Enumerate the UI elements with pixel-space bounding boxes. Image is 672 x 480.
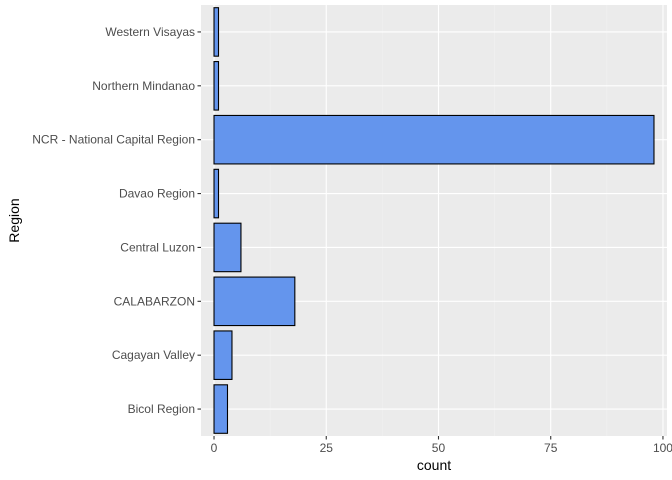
x-tick-label: 100 <box>653 441 672 455</box>
x-tick-label: 25 <box>320 441 334 455</box>
y-tick-label: Davao Region <box>119 187 195 201</box>
y-tick-label: Central Luzon <box>120 240 195 254</box>
bar <box>213 276 296 327</box>
x-tick-label: 0 <box>211 441 218 455</box>
x-tick-label: 75 <box>544 441 558 455</box>
bars <box>213 7 655 434</box>
y-tick-label: CALABARZON <box>114 294 195 308</box>
bar <box>213 384 229 434</box>
bar <box>213 330 233 380</box>
plot-panel <box>201 5 667 436</box>
y-tick-label: Bicol Region <box>128 402 195 416</box>
y-tick-label: Cagayan Valley <box>112 348 195 362</box>
y-tick-label: NCR - National Capital Region <box>32 133 195 147</box>
bar <box>213 61 220 111</box>
y-tick-label: Northern Mindanao <box>92 79 195 93</box>
x-tick-label: 50 <box>432 441 446 455</box>
y-tick-label: Western Visayas <box>105 25 195 39</box>
y-axis-ticks: Bicol Region Cagayan Valley CALABARZON Cent… <box>32 25 201 416</box>
bar <box>213 168 220 219</box>
bar <box>213 222 242 273</box>
bar <box>213 7 220 57</box>
bar <box>213 114 655 165</box>
x-axis-title: count <box>417 457 451 473</box>
y-axis-title: Region <box>6 198 22 242</box>
x-axis-ticks: 0 25 50 75 100 <box>211 436 672 455</box>
